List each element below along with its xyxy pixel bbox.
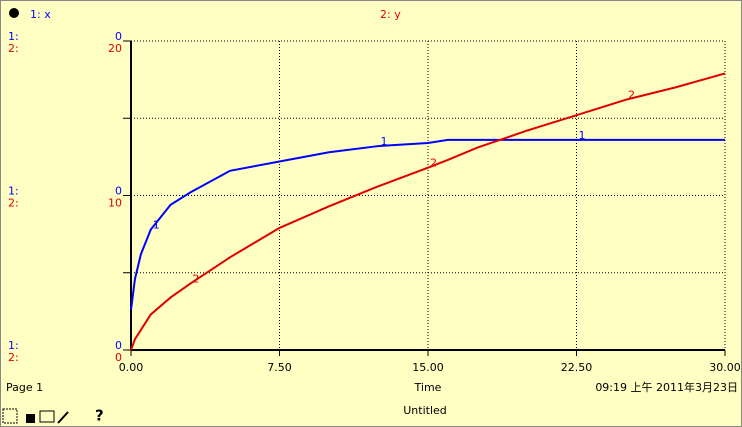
x-axis-label: Time (414, 381, 442, 394)
axis-prefix: 2: (8, 42, 19, 55)
x-tick-label: 0.00 (119, 361, 144, 374)
x-tick-label: 22.50 (561, 361, 593, 374)
toolbar: ? (2, 407, 104, 425)
x-tick-label: 30.00 (709, 361, 741, 374)
y2-tick-label: 0 (115, 185, 122, 198)
curve-marker: 1 (381, 135, 388, 148)
document-title: Untitled (403, 404, 447, 417)
axis-prefix: 2: (8, 197, 19, 210)
legend-entry: 1: x (30, 8, 51, 21)
print-icon[interactable] (39, 410, 55, 423)
legend-entry: 2: y (380, 8, 401, 21)
tool-icon[interactable] (2, 408, 18, 424)
axis-prefix: 2: (8, 351, 19, 364)
series-line (130, 138, 725, 310)
axis-prefix: 1: (8, 185, 19, 198)
y-tick-label: 20 (108, 42, 122, 55)
axis-prefix: 1: (8, 30, 19, 43)
timestamp: 09:19 上午 2011年3月23日 (595, 380, 738, 394)
curve-marker: 2 (430, 157, 437, 170)
y-tick-label: 10 (108, 197, 122, 210)
curve-marker: 1 (153, 218, 160, 231)
curve-marker: 2 (192, 273, 199, 286)
page-label: Page 1 (6, 381, 43, 394)
lock-icon[interactable] (26, 414, 35, 423)
curve-marker: 2 (628, 89, 635, 102)
axis-prefix: 1: (8, 339, 19, 352)
y2-tick-label: 0 (115, 339, 122, 352)
help-icon[interactable]: ? (95, 407, 104, 425)
y2-tick-label: 0 (115, 30, 122, 43)
x-tick-label: 15.00 (412, 361, 444, 374)
wand-icon[interactable] (57, 411, 69, 424)
y-tick-label: 0 (115, 351, 122, 364)
series-line (130, 72, 726, 351)
x-tick-label: 7.50 (267, 361, 292, 374)
pin-icon[interactable] (9, 8, 19, 18)
curve-marker: 1 (579, 129, 586, 142)
